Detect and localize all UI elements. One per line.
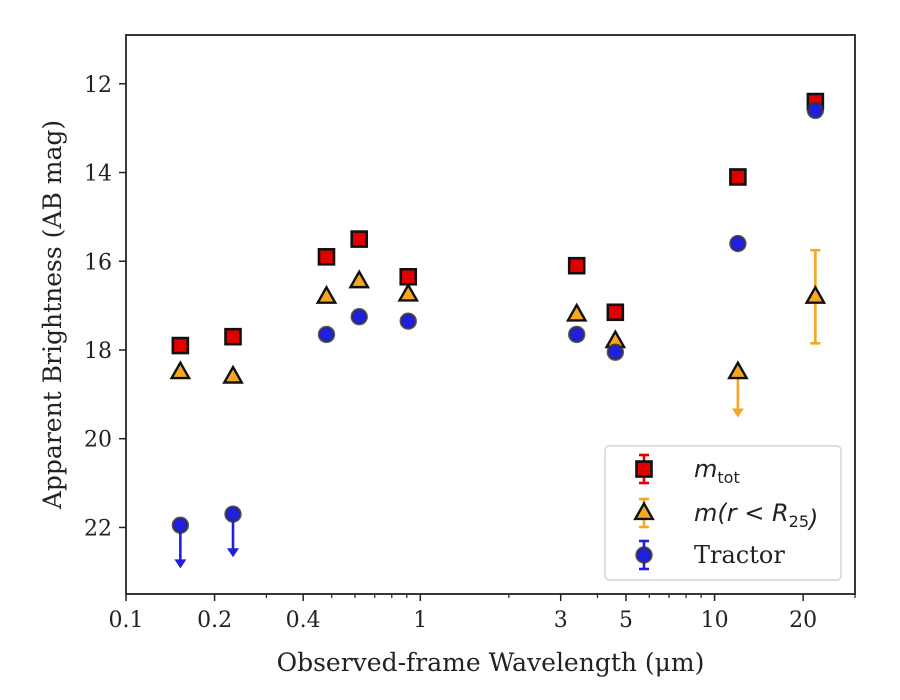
point-tractor [317, 325, 336, 344]
point-tractor [350, 308, 368, 326]
series-tractor [171, 101, 825, 569]
x-tick-label: 1 [413, 608, 427, 633]
point-m_tot [567, 256, 586, 275]
point-tractor [729, 234, 747, 253]
point-m_tot [350, 230, 368, 248]
point-m_r25 [348, 269, 370, 289]
frame-layer [125, 34, 856, 595]
legend-marker-m_r25 [633, 501, 655, 521]
x-tick-label: 0.4 [286, 608, 321, 633]
point-m_tot [606, 303, 625, 322]
y-axis-label: Apparent Brightness (AB mag) [38, 120, 67, 510]
x-tick-label: 20 [789, 608, 817, 633]
point-m_tot [171, 336, 190, 355]
legend-label-m_tot: mtot [694, 455, 740, 487]
point-m_r25 [804, 284, 827, 304]
legend-label-m_r25: m(r < R25) [694, 499, 818, 533]
legend-label-part: tot [717, 468, 739, 487]
x-tick-label: 3 [554, 608, 568, 633]
point-m_r25 [397, 282, 420, 302]
y-tick-label: 14 [84, 162, 112, 187]
point-tractor [224, 505, 242, 523]
point-tractor [568, 325, 586, 344]
x-axis-label: Observed-frame Wavelength (μm) [277, 648, 705, 677]
legend-label-tractor: Tractor [694, 541, 785, 569]
upper-limit-arrowhead [731, 408, 744, 418]
legend-entry-m_tot: mtot [635, 453, 740, 487]
point-m_r25 [727, 360, 749, 380]
legend-box [604, 445, 842, 581]
point-tractor [399, 312, 417, 330]
x-tick-label: 10 [701, 608, 729, 633]
point-m_tot [317, 248, 336, 266]
point-tractor [606, 343, 625, 361]
upper-limit-arrowhead [174, 559, 187, 569]
series-m_tot [171, 92, 825, 355]
x-tick-label: 0.2 [197, 608, 232, 633]
point-m_r25 [315, 284, 338, 304]
y-tick-label: 12 [84, 73, 112, 98]
legend-entry-tractor: Tractor [635, 539, 785, 571]
point-m_tot [399, 267, 418, 286]
legend-label-part: m [694, 455, 717, 483]
y-tick-label: 16 [84, 250, 112, 275]
y-tick-label: 20 [84, 428, 112, 453]
legend-marker-tractor [635, 546, 653, 564]
axes-layer: 0.1 0.2 0.4 1 3 5 10 20 12 14 16 18 20 22 [84, 73, 856, 633]
plot-frame [125, 34, 856, 595]
point-m_tot [729, 168, 747, 186]
point-tractor [171, 516, 190, 534]
y-tick-label: 22 [84, 516, 112, 541]
upper-limit-arrowhead [227, 548, 240, 558]
point-tractor [806, 101, 825, 120]
legend-label-part: Tractor [694, 541, 785, 569]
legend-label-part: ) [807, 505, 818, 533]
point-m_r25 [565, 302, 588, 322]
data-layer [169, 92, 827, 569]
point-m_tot [224, 327, 242, 346]
legend-marker-m_tot [635, 460, 653, 478]
legend-label-part: m(r < R [694, 499, 789, 527]
legend-label-part: 25 [789, 512, 809, 531]
x-tick-label: 5 [619, 608, 633, 633]
legend-entry-m_r25: m(r < R25) [633, 497, 818, 533]
legend: mtot m(r < R25) Tractor [604, 445, 842, 581]
point-m_r25 [169, 360, 192, 380]
series-m_r25 [169, 248, 827, 418]
point-m_r25 [222, 364, 244, 384]
y-tick-label: 18 [84, 339, 112, 364]
x-tick-label: 0.1 [109, 608, 144, 633]
